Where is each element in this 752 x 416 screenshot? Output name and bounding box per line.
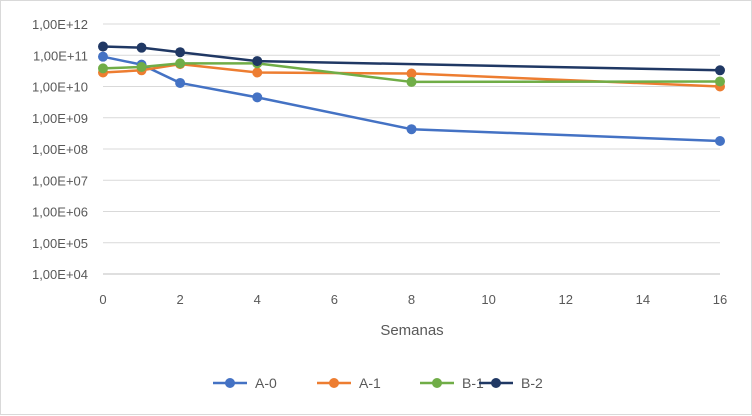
y-tick-label: 1,00E+12 [32, 17, 88, 32]
data-point-a-1 [252, 67, 263, 78]
data-point-b-2 [252, 56, 263, 67]
legend-label-b-1: B-1 [462, 375, 484, 391]
x-tick-label: 0 [99, 292, 106, 307]
legend-marker-a-0 [225, 378, 235, 388]
data-point-b-1 [136, 62, 147, 73]
data-point-a-0 [715, 136, 725, 147]
x-tick-label: 16 [713, 292, 727, 307]
y-tick-label: 1,00E+07 [32, 173, 88, 188]
y-axis-ticks: 1,00E+04 1,00E+05 1,00E+06 1,00E+07 1,00E+08… [32, 17, 88, 282]
x-tick-label: 12 [559, 292, 573, 307]
legend-label-a-1: A-1 [359, 375, 381, 391]
x-tick-label: 8 [408, 292, 415, 307]
series-line-a-1 [102, 62, 721, 88]
y-tick-label: 1,00E+08 [32, 142, 88, 157]
y-tick-label: 1,00E+04 [32, 267, 88, 282]
x-axis-ticks: 0 2 4 6 8 10 12 14 16 [99, 292, 727, 307]
series-line-a-0 [102, 55, 721, 143]
legend-marker-a-1 [329, 378, 339, 388]
y-tick-label: 1,00E+09 [32, 111, 88, 126]
data-point-b-2 [175, 47, 186, 58]
data-point-b-2 [136, 42, 147, 53]
y-tick-label: 1,00E+11 [33, 48, 88, 63]
legend: A-0 A-1 B-1 B-2 [213, 375, 543, 391]
x-tick-label: 10 [481, 292, 495, 307]
data-point-b-1 [98, 63, 108, 74]
data-point-a-1 [406, 68, 417, 79]
data-point-b-2 [715, 65, 725, 76]
series-line-b-1 [102, 62, 721, 84]
x-axis-title: Semanas [380, 322, 443, 339]
y-tick-label: 1,00E+10 [32, 80, 88, 95]
data-point-b-1 [175, 58, 186, 69]
data-point-b-1 [715, 76, 725, 87]
legend-marker-b-2 [491, 378, 501, 388]
data-point-a-0 [98, 51, 108, 62]
data-point-a-0 [252, 92, 263, 103]
x-tick-label: 14 [636, 292, 650, 307]
series-layer [98, 41, 725, 147]
legend-label-a-0: A-0 [255, 375, 277, 391]
legend-label-b-2: B-2 [521, 375, 543, 391]
y-tick-label: 1,00E+05 [32, 236, 88, 251]
x-tick-label: 6 [331, 292, 338, 307]
y-tick-label: 1,00E+06 [32, 205, 88, 220]
data-point-a-0 [175, 77, 186, 88]
x-tick-label: 4 [254, 292, 261, 307]
legend-marker-b-1 [432, 378, 442, 388]
data-point-a-0 [406, 124, 417, 135]
data-point-b-1 [406, 76, 417, 87]
x-tick-label: 2 [177, 292, 184, 307]
data-point-b-2 [98, 41, 108, 52]
gridlines [103, 23, 720, 275]
